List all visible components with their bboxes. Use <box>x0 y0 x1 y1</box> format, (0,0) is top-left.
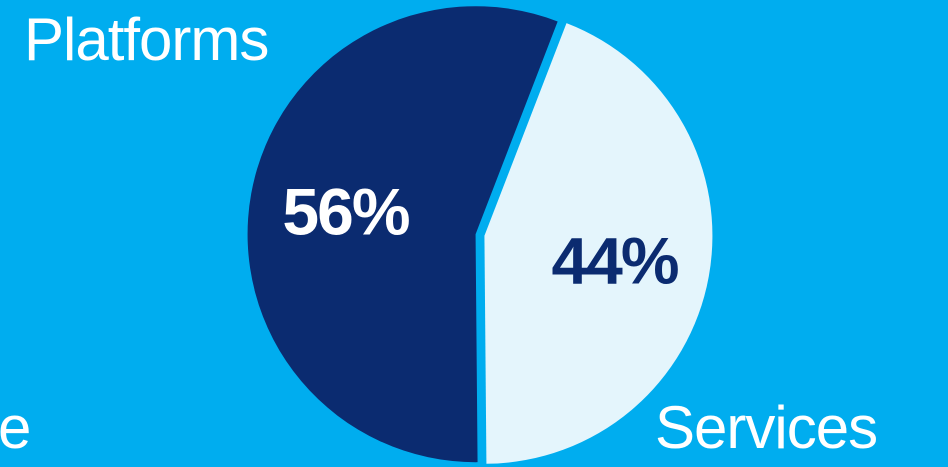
pie-slice-services <box>484 23 713 464</box>
slice-label-platforms: Platforms <box>24 6 269 73</box>
pie-slice-platforms <box>247 6 558 463</box>
pie-value-label-platforms: 56% <box>282 175 408 249</box>
partial-slice-label: e <box>0 394 31 461</box>
pie-value-label-services: 44% <box>551 223 677 297</box>
slice-label-services: Services <box>655 394 878 461</box>
